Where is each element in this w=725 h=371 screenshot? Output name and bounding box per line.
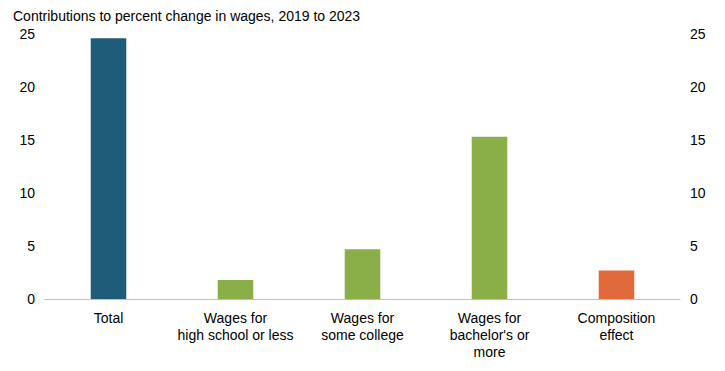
svg-text:0: 0 <box>27 291 35 307</box>
svg-text:20: 20 <box>690 79 706 95</box>
svg-text:15: 15 <box>690 132 706 148</box>
svg-text:15: 15 <box>19 132 35 148</box>
svg-text:Contributions to percent chang: Contributions to percent change in wages… <box>13 8 360 24</box>
svg-text:10: 10 <box>690 185 706 201</box>
svg-text:5: 5 <box>690 238 698 254</box>
svg-text:10: 10 <box>19 185 35 201</box>
svg-text:Wages for: Wages for <box>458 310 522 326</box>
svg-text:Wages for: Wages for <box>204 310 268 326</box>
svg-text:25: 25 <box>690 26 706 42</box>
svg-text:25: 25 <box>19 26 35 42</box>
svg-text:some college: some college <box>321 327 404 343</box>
svg-text:high school or less: high school or less <box>178 327 294 343</box>
svg-text:bachelor's or: bachelor's or <box>450 327 530 343</box>
svg-text:0: 0 <box>690 291 698 307</box>
svg-text:Wages for: Wages for <box>331 310 395 326</box>
svg-text:more: more <box>474 344 506 360</box>
svg-text:Composition: Composition <box>578 310 656 326</box>
svg-text:effect: effect <box>600 327 634 343</box>
svg-text:20: 20 <box>19 79 35 95</box>
svg-text:5: 5 <box>27 238 35 254</box>
svg-text:Total: Total <box>94 310 124 326</box>
